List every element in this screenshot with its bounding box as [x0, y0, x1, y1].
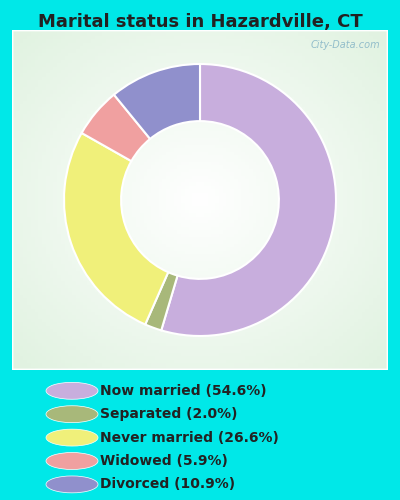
- Circle shape: [46, 406, 98, 422]
- Wedge shape: [64, 133, 168, 324]
- Text: City-Data.com: City-Data.com: [311, 40, 380, 50]
- Text: Divorced (10.9%): Divorced (10.9%): [100, 478, 235, 492]
- Text: Now married (54.6%): Now married (54.6%): [100, 384, 267, 398]
- Wedge shape: [82, 94, 150, 161]
- Text: Marital status in Hazardville, CT: Marital status in Hazardville, CT: [38, 12, 362, 30]
- Wedge shape: [161, 64, 336, 336]
- Text: Widowed (5.9%): Widowed (5.9%): [100, 454, 228, 468]
- Wedge shape: [145, 272, 178, 330]
- Text: Never married (26.6%): Never married (26.6%): [100, 430, 279, 444]
- Circle shape: [46, 382, 98, 399]
- Wedge shape: [114, 64, 200, 139]
- Circle shape: [46, 476, 98, 493]
- Circle shape: [46, 429, 98, 446]
- Text: Separated (2.0%): Separated (2.0%): [100, 407, 238, 421]
- Circle shape: [46, 452, 98, 469]
